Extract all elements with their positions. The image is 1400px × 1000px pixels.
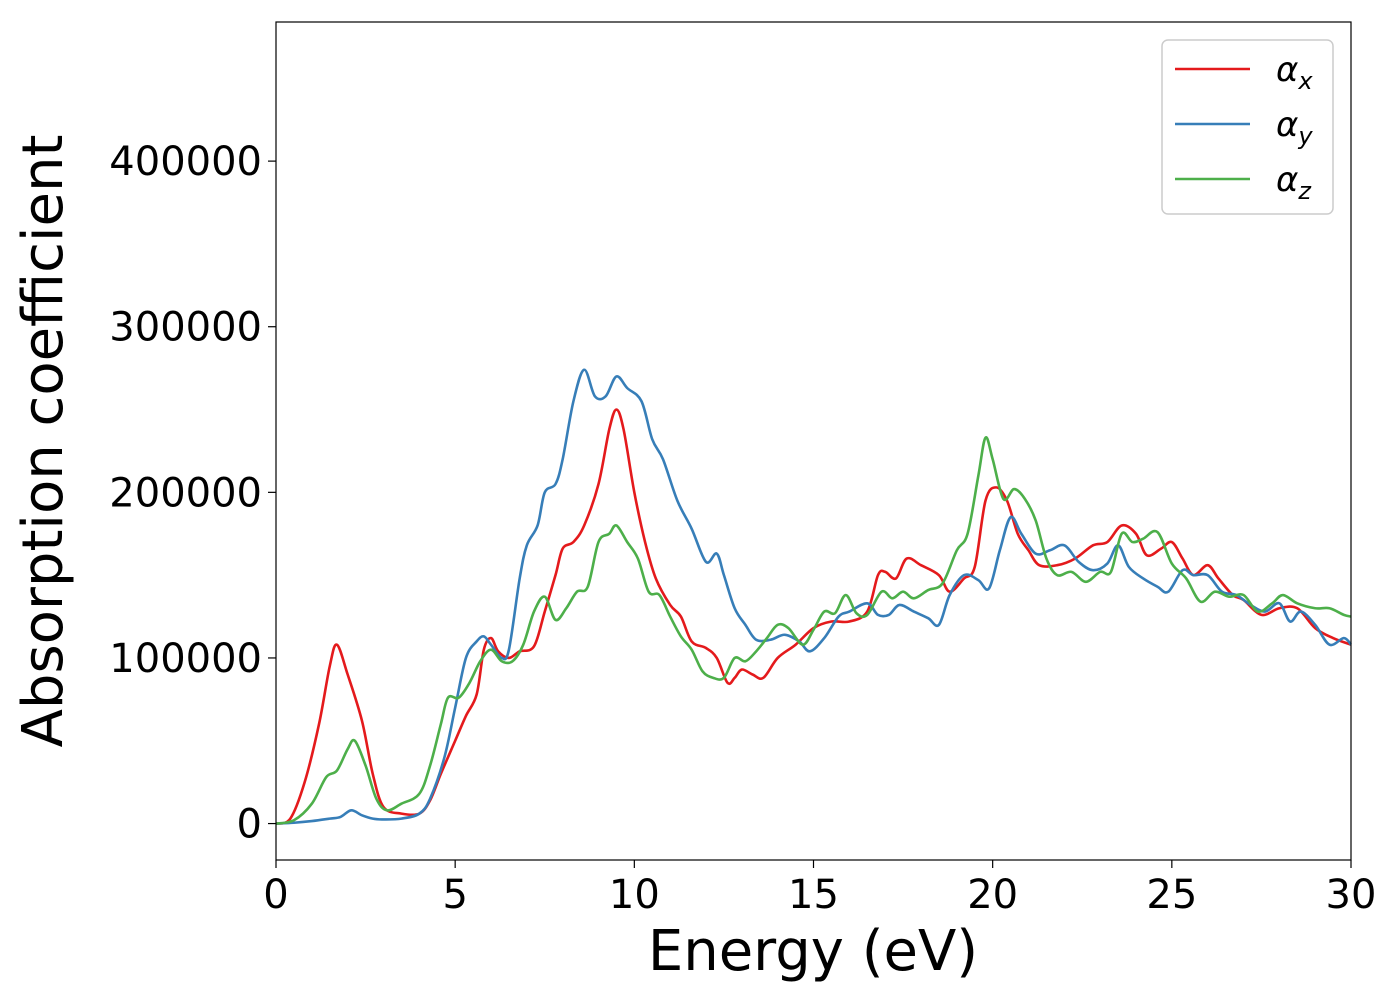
y-axis-ticks: 0 100000 200000 300000 400000 [109, 139, 276, 848]
legend-label-2: αy [1276, 105, 1313, 150]
legend-label-1: αx [1276, 50, 1313, 95]
x-tick-label: 10 [609, 872, 660, 918]
legend: αx αy αz [1161, 39, 1334, 215]
x-axis-label: Energy (eV) [648, 919, 978, 984]
series-layer [275, 368, 1352, 825]
x-tick-label: 15 [788, 872, 839, 918]
legend-label-3: αz [1276, 160, 1312, 205]
series-line-3 [275, 436, 1352, 825]
x-tick-label: 5 [442, 872, 467, 918]
y-tick-label: 0 [237, 802, 262, 848]
y-tick-label: 200000 [109, 470, 262, 516]
series-line-1 [275, 408, 1352, 825]
y-tick-label: 300000 [109, 305, 262, 351]
y-tick-label: 100000 [109, 636, 262, 682]
x-tick-label: 30 [1326, 872, 1377, 918]
x-axis-ticks: 0 5 10 15 20 25 30 [263, 860, 1376, 918]
x-tick-label: 0 [263, 872, 288, 918]
series-line-2 [275, 368, 1352, 825]
y-tick-label: 400000 [109, 139, 262, 185]
legend-box [1161, 39, 1334, 215]
x-tick-label: 20 [967, 872, 1018, 918]
x-tick-label: 25 [1146, 872, 1197, 918]
y-axis-label: Absorption coefficient [11, 135, 76, 748]
